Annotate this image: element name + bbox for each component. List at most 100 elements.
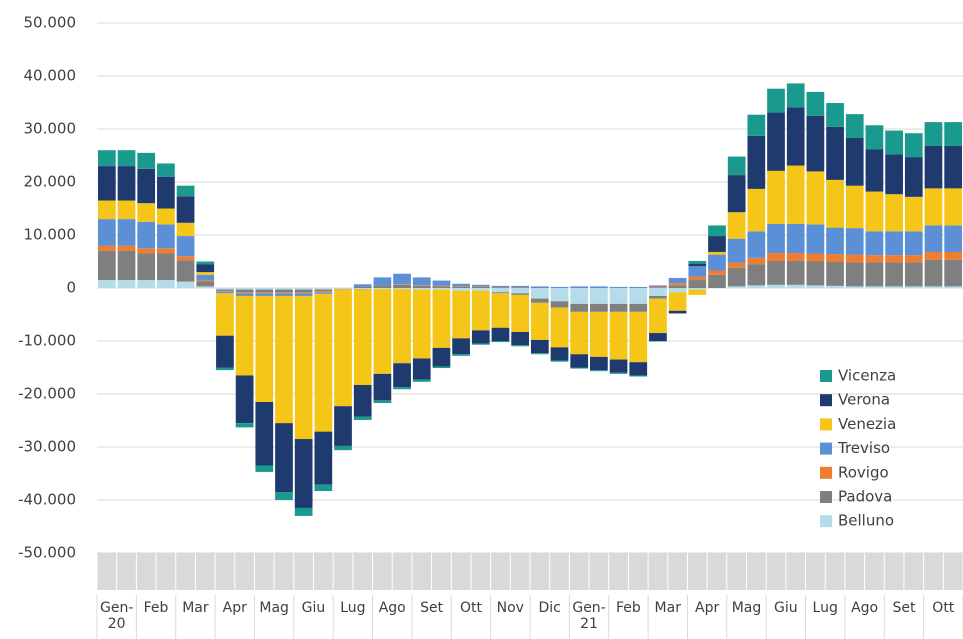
bar-segment — [530, 353, 549, 355]
bar-segment — [767, 253, 785, 261]
bar-segment — [885, 130, 903, 155]
bar-segment — [97, 219, 116, 246]
bar-segment — [432, 347, 451, 367]
bar-segment — [294, 292, 313, 294]
bar-segment — [747, 231, 766, 258]
bar-segment — [255, 295, 274, 402]
bar-segment — [294, 439, 313, 508]
bar-segment — [176, 196, 195, 223]
bar-segment — [334, 288, 352, 290]
bar-segment — [904, 196, 923, 232]
bar-segment — [904, 133, 923, 158]
bar-segment — [865, 149, 884, 192]
bar-segment — [452, 338, 470, 355]
bar-segment — [845, 114, 864, 139]
bar-segment — [235, 288, 254, 290]
x-tick-label: Feb — [616, 600, 641, 616]
bar-segment — [688, 289, 707, 295]
bar-segment — [806, 91, 825, 116]
bar-segment — [275, 293, 293, 296]
bar-segment — [275, 292, 293, 294]
bar-segment — [471, 330, 490, 344]
bar-segment — [373, 400, 392, 404]
bar-segment — [196, 264, 215, 273]
bar-segment — [275, 295, 293, 424]
bar-segment — [452, 288, 470, 291]
bar-segment — [511, 288, 530, 294]
bar-segment — [176, 256, 195, 261]
legend-swatch — [820, 466, 832, 479]
bar-segment — [412, 379, 431, 382]
legend-swatch — [820, 491, 832, 503]
bar-segment — [216, 288, 234, 290]
bar-segment — [511, 287, 530, 288]
legend-label: Treviso — [837, 439, 890, 457]
bar-segment — [590, 356, 608, 371]
bar-segment — [117, 200, 136, 220]
bar-segment — [412, 285, 431, 286]
bar-segment — [393, 284, 411, 288]
bar-segment — [845, 262, 864, 287]
x-tick-label: Giu — [774, 600, 798, 616]
bar-segment — [412, 358, 431, 380]
bar-segment — [275, 289, 293, 293]
bar-segment — [609, 311, 628, 360]
bar-segment — [708, 254, 726, 271]
bar-segment — [609, 288, 628, 304]
bar-segment — [944, 259, 963, 287]
bar-segment — [727, 156, 746, 176]
bar-segment — [865, 262, 884, 287]
bar-segment — [530, 288, 549, 299]
x-tick-label: Lug — [812, 600, 838, 616]
bar-segment — [727, 238, 746, 263]
bar-segment — [590, 303, 608, 312]
bar-segment — [924, 188, 943, 226]
bar-segment — [353, 289, 372, 290]
bar-segment — [275, 423, 293, 493]
bar-segment — [924, 286, 943, 288]
x-tick-label: Mag — [259, 600, 289, 616]
y-tick-label: 40.000 — [24, 67, 77, 85]
bar-segment — [491, 293, 510, 328]
bar-segment — [845, 286, 864, 288]
y-tick-label: 30.000 — [24, 120, 77, 138]
bar-segment — [157, 248, 175, 254]
bar-segment — [904, 231, 923, 256]
x-tick-label: Feb — [143, 600, 169, 616]
x-tick-label: Ott — [459, 600, 482, 616]
bar-segment — [471, 288, 490, 291]
bar-segment — [216, 289, 234, 292]
bar-segment — [885, 262, 903, 287]
bar-segment — [786, 260, 805, 285]
bar-segment — [353, 284, 372, 287]
legend-label: Vicenza — [838, 367, 896, 385]
bar-segment — [294, 295, 313, 440]
bar-segment — [314, 291, 333, 293]
bar-segment — [314, 484, 333, 491]
bar-segment — [530, 339, 549, 354]
x-tick-label: Dic — [538, 600, 561, 616]
bar-segment — [845, 228, 864, 255]
bar-segment — [944, 188, 963, 226]
bar-segment — [393, 363, 411, 388]
bar-segment — [885, 255, 903, 263]
bar-segment — [708, 251, 726, 255]
bar-segment — [294, 289, 313, 293]
bar-segment — [550, 286, 569, 288]
bar-segment — [570, 286, 589, 288]
bar-segment — [767, 260, 785, 285]
bar-segment — [570, 303, 589, 312]
bar-segment — [511, 345, 530, 347]
bar-segment — [373, 277, 392, 286]
bar-segment — [353, 286, 372, 288]
bar-segment — [353, 289, 372, 385]
bar-segment — [235, 293, 254, 296]
y-tick-label: -30.000 — [18, 438, 76, 456]
bar-segment — [353, 288, 372, 290]
bar-segment — [629, 303, 648, 312]
bar-segment — [727, 262, 746, 268]
bar-segment — [924, 251, 943, 260]
y-tick-label: -40.000 — [18, 491, 76, 509]
y-tick-label: -50.000 — [18, 544, 76, 562]
bar-segment — [570, 367, 589, 369]
